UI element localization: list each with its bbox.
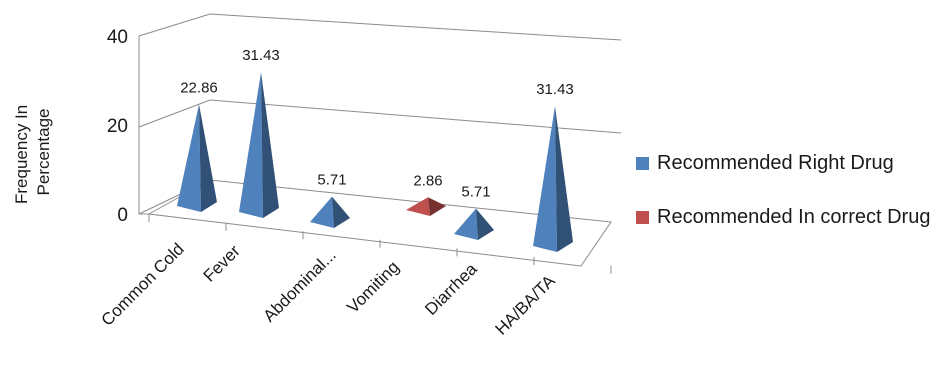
pyramid-right-drug xyxy=(533,106,573,252)
y-axis-title: Frequency In Percentage xyxy=(12,100,53,204)
data-label: 22.86 xyxy=(180,79,218,96)
gridline xyxy=(138,13,622,41)
pyramid-face-front xyxy=(310,196,334,228)
x-category-label: Diarrhea xyxy=(421,259,481,319)
x-axis-categories: Common Cold Fever Abdominal... Vomiting Diar… xyxy=(98,239,560,338)
pyramid-face-front xyxy=(454,208,478,240)
data-label: 31.43 xyxy=(242,47,280,64)
legend-label-right-drug: Recommended Right Drug xyxy=(657,152,894,174)
pyramid-right-drug xyxy=(310,196,350,228)
y-tick-label: 0 xyxy=(117,205,128,226)
pyramid-incorrect-drug xyxy=(406,197,446,216)
x-category-label: Common Cold xyxy=(98,239,188,329)
pyramid-face-front xyxy=(239,72,263,218)
y-axis-title-line-2: Percentage xyxy=(34,109,53,196)
legend-item-incorrect-drug: Recommended In correct Drug xyxy=(636,204,936,230)
pyramid-right-drug xyxy=(239,72,279,218)
x-category-label: HA/BA/TA xyxy=(492,271,560,339)
y-tick-label: 40 xyxy=(107,27,128,48)
pyramid-right-drug xyxy=(177,104,217,212)
legend-item-right-drug: Recommended Right Drug xyxy=(636,150,936,176)
y-axis-title-line-1: Frequency In xyxy=(12,105,31,204)
pyramid-face-front xyxy=(406,197,430,216)
pyramid-face-front xyxy=(533,106,557,252)
pyramid-face-side xyxy=(476,208,494,240)
x-category-label: Abdominal... xyxy=(260,245,340,325)
legend-label-incorrect-drug: Recommended In correct Drug xyxy=(657,206,931,228)
y-tick-label: 20 xyxy=(107,116,128,137)
chart-frame xyxy=(138,13,622,274)
x-category-label: Vomiting xyxy=(343,257,403,317)
pyramid-right-drug xyxy=(454,208,494,240)
pyramid-face-side xyxy=(428,197,446,216)
pyramid-face-side xyxy=(199,104,217,212)
data-label: 5.71 xyxy=(317,172,346,189)
x-category-label: Fever xyxy=(200,241,244,285)
y-axis: 0 20 40 xyxy=(107,27,128,226)
pyramid-face-side xyxy=(555,106,573,252)
legend: Recommended Right Drug Recommended In co… xyxy=(636,150,936,258)
legend-swatch-red xyxy=(636,211,649,224)
legend-swatch-blue xyxy=(636,157,649,170)
data-labels: 22.86 31.43 5.71 2.86 5.71 31.43 xyxy=(180,47,574,200)
pyramid-face-side xyxy=(332,196,350,228)
pyramid-face-side xyxy=(261,72,279,218)
data-label: 5.71 xyxy=(461,184,490,201)
data-marks xyxy=(177,72,573,252)
gridline xyxy=(138,99,622,134)
data-label: 2.86 xyxy=(413,172,442,189)
pyramid-face-front xyxy=(177,104,201,212)
data-label: 31.43 xyxy=(536,81,574,98)
